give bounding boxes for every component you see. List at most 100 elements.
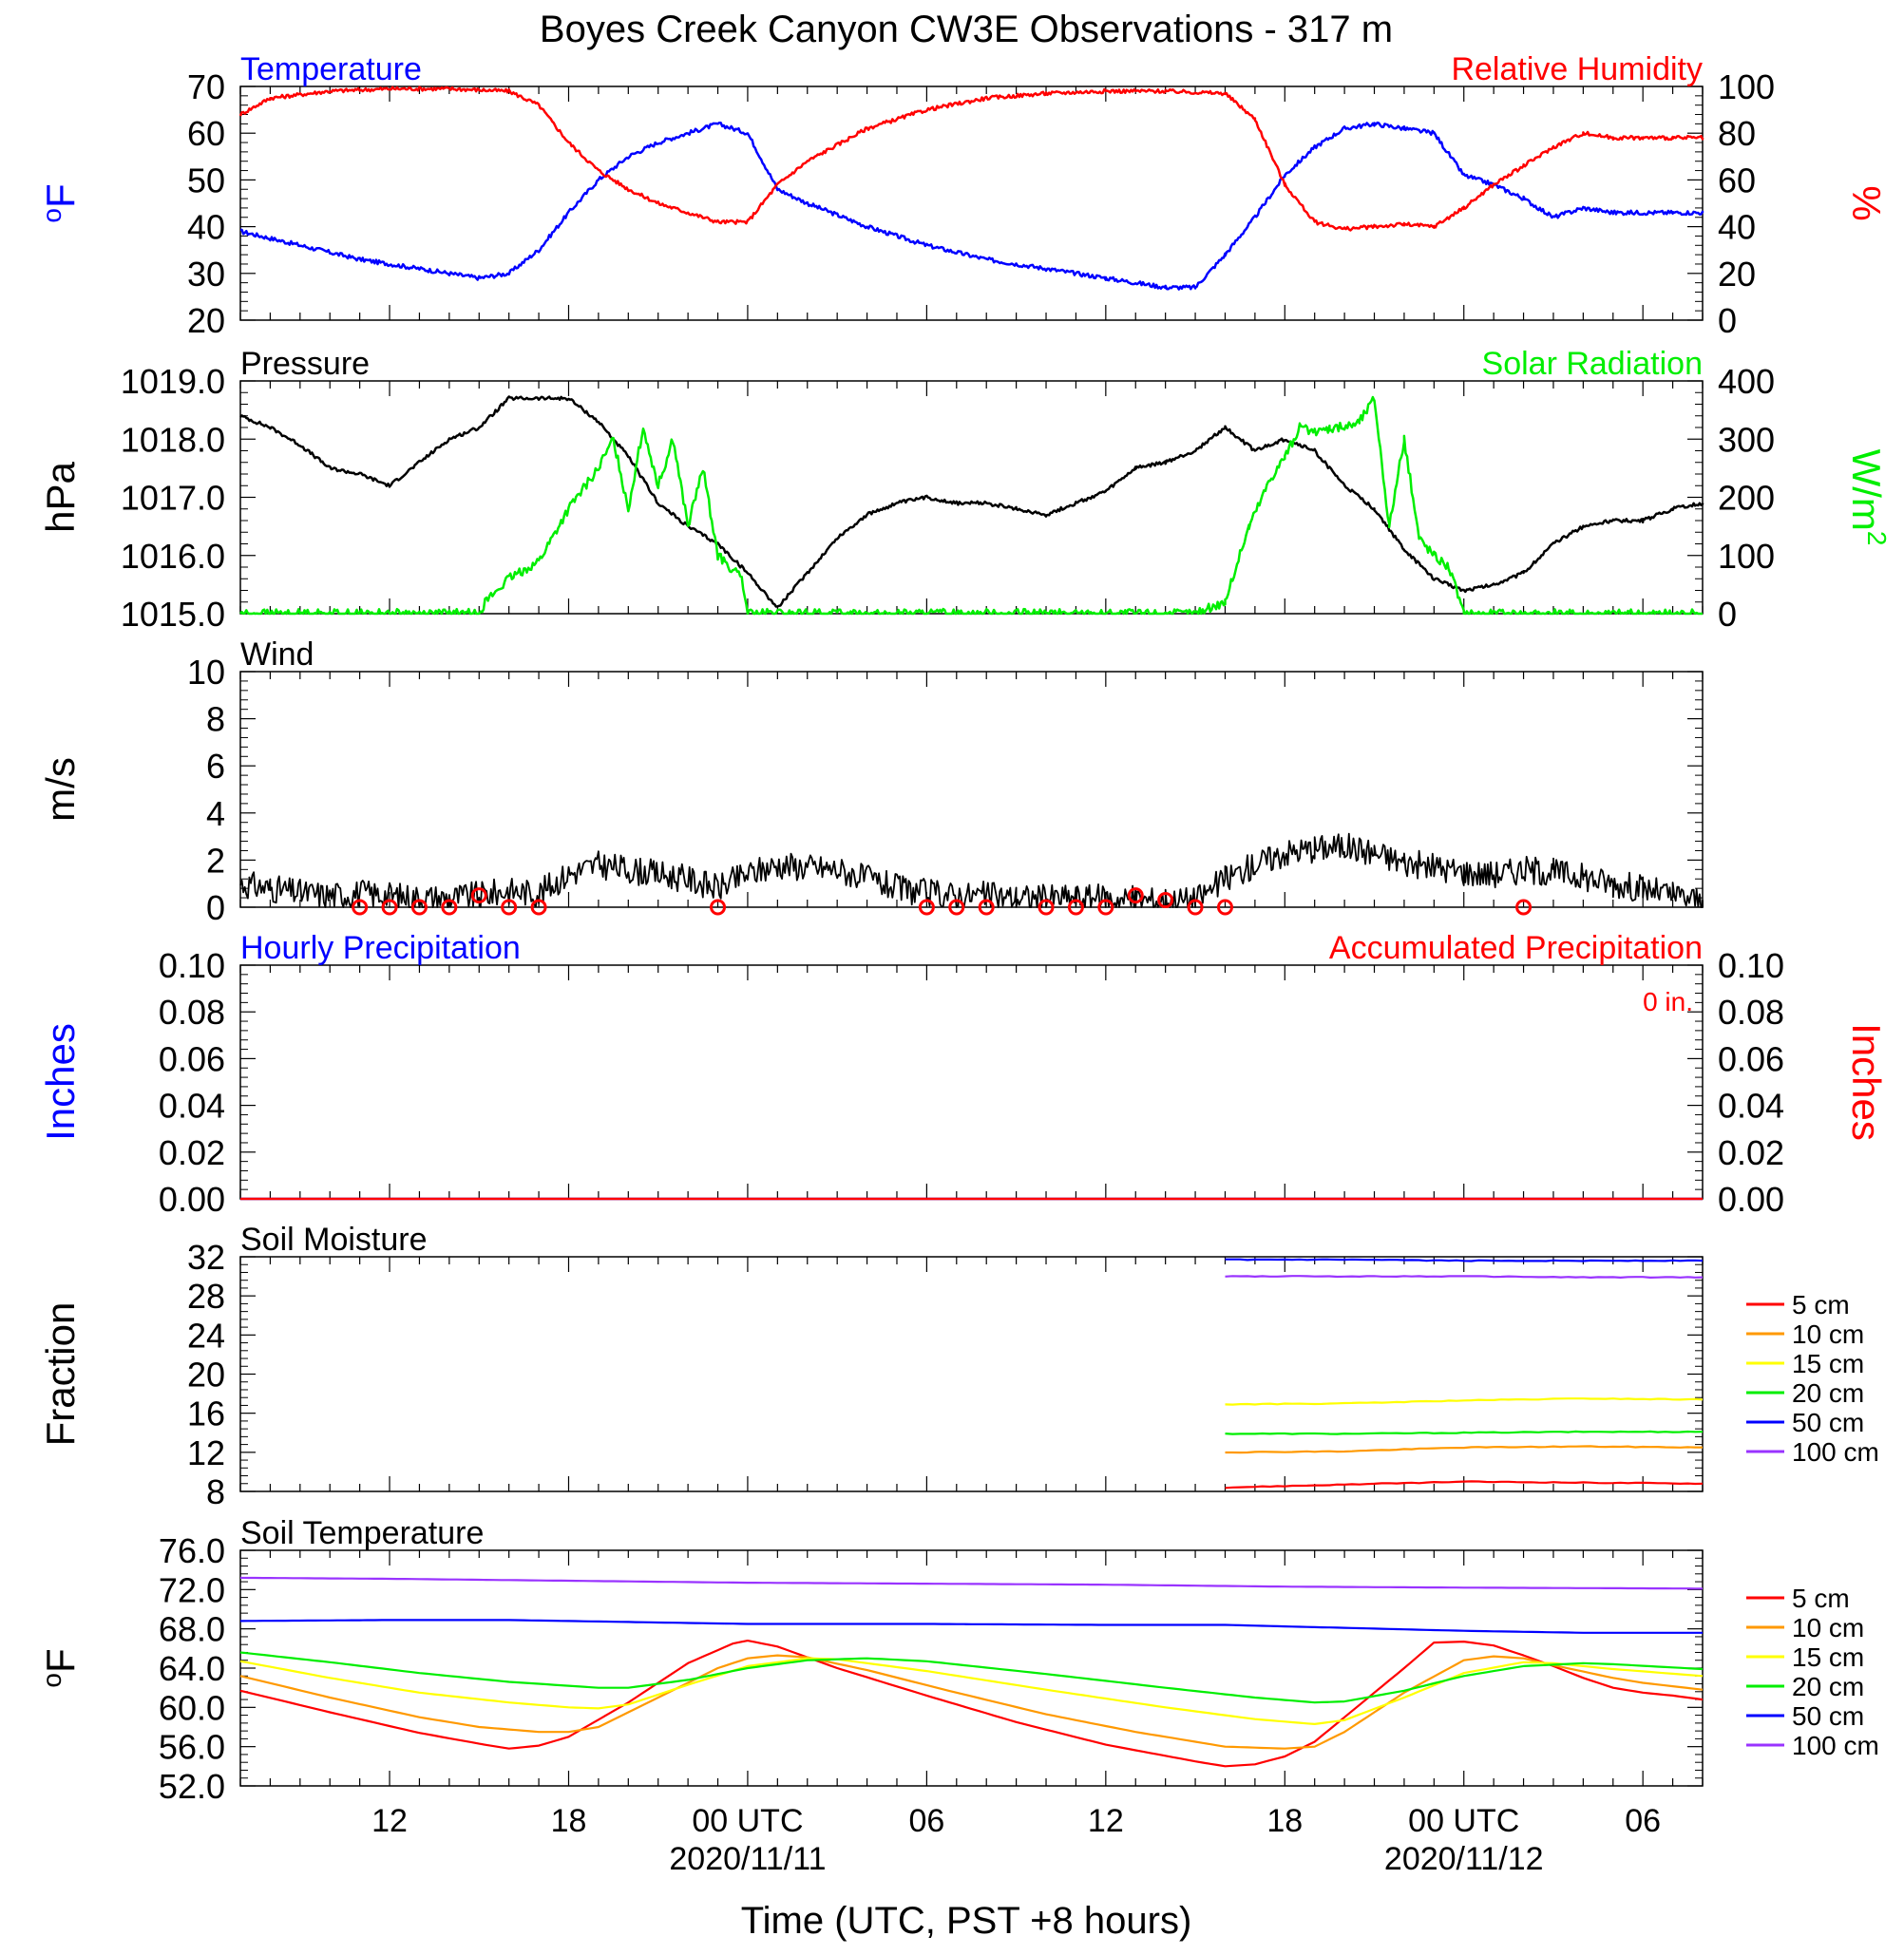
y-tick-label: 20	[187, 301, 225, 340]
y-axis-title-left: hPa	[38, 461, 83, 532]
y-tick-label: 10	[187, 653, 225, 692]
series-line-5-cm	[1225, 1480, 1704, 1490]
legend-label: 15 cm	[1792, 1349, 1864, 1378]
y-tick-label: 60	[187, 114, 225, 153]
y-right-tick-label: 0.04	[1718, 1087, 1784, 1126]
y-right-tick-label: 0.02	[1718, 1133, 1784, 1172]
calm-wind-marker	[441, 899, 458, 916]
y-axis-title-left: oF	[37, 1648, 83, 1687]
y-tick-label: 1017.0	[121, 479, 225, 518]
panel-title-left: Soil Moisture	[240, 1222, 428, 1258]
y-tick-label: 16	[187, 1395, 225, 1433]
y-tick-label: 70	[187, 67, 225, 106]
calm-wind-marker	[352, 899, 369, 916]
y-tick-label: 40	[187, 208, 225, 247]
x-tick-label: 18	[1266, 1803, 1303, 1839]
y-right-tick-label: 0	[1718, 301, 1737, 340]
y-tick-label: 1018.0	[121, 420, 225, 459]
panel-title-right: Relative Humidity	[1451, 51, 1703, 87]
x-tick-label: 18	[551, 1803, 587, 1839]
y-right-tick-label: 0	[1718, 595, 1737, 634]
y-tick-label: 20	[187, 1356, 225, 1395]
y-tick-label: 0.10	[159, 946, 225, 985]
series-line-5-cm	[239, 1640, 1704, 1768]
y-tick-label: 76.0	[159, 1531, 225, 1570]
series-line-15-cm	[239, 1657, 1704, 1725]
legend-label: 5 cm	[1792, 1584, 1850, 1613]
y-tick-label: 28	[187, 1277, 225, 1316]
y-right-tick-label: 0.10	[1718, 946, 1784, 985]
calm-wind-marker	[530, 899, 547, 916]
calm-wind-marker	[501, 899, 518, 916]
legend-label: 10 cm	[1792, 1613, 1864, 1642]
y-tick-label: 0	[206, 888, 225, 927]
legend-label: 10 cm	[1792, 1319, 1864, 1349]
y-axis-title-right: W/m2	[1844, 449, 1892, 546]
series-line-10-cm	[239, 1654, 1704, 1750]
plot-frame	[239, 380, 1704, 615]
calm-wind-marker	[1097, 899, 1114, 916]
calm-wind-marker	[1515, 899, 1533, 916]
calm-wind-marker	[1157, 892, 1174, 909]
legend-label: 100 cm	[1792, 1731, 1879, 1760]
legend-label: 100 cm	[1792, 1437, 1879, 1467]
series-line-20-cm	[1225, 1430, 1704, 1435]
y-tick-label: 0.00	[159, 1180, 225, 1219]
x-date-label: 2020/11/12	[1384, 1841, 1544, 1877]
legend-label: 5 cm	[1792, 1290, 1850, 1319]
y-right-tick-label: 300	[1718, 420, 1775, 459]
calm-wind-marker	[1067, 899, 1084, 916]
calm-wind-marker	[918, 899, 935, 916]
y-right-tick-label: 20	[1718, 255, 1756, 294]
chart-title: Boyes Creek Canyon CW3E Observations - 3…	[540, 9, 1393, 50]
y-tick-label: 8	[206, 700, 225, 739]
plot-frame	[239, 964, 1704, 1200]
temperature-humidity-panel: 20 30 40 50 60 70 0 20 40 60 80 100 Temperature Relat…	[37, 51, 1889, 340]
wind-panel: 0 2 4 6 8 10 Wind m/s	[38, 636, 1704, 927]
calm-wind-marker	[978, 899, 995, 916]
panel-title-left: Soil Temperature	[240, 1515, 484, 1551]
calm-wind-marker	[1127, 887, 1144, 904]
y-tick-label: 24	[187, 1316, 225, 1355]
series-line-50-cm	[239, 1619, 1703, 1634]
plot-frame	[239, 1549, 1704, 1787]
y-tick-label: 52.0	[159, 1767, 225, 1806]
y-tick-label: 68.0	[159, 1610, 225, 1649]
y-tick-label: 1016.0	[121, 537, 225, 576]
y-tick-label: 8	[206, 1472, 225, 1511]
legend-label: 50 cm	[1792, 1701, 1864, 1731]
pressure-solar-panel: 1015.0 1016.0 1017.0 1018.0 1019.0 0 100 200 300…	[38, 346, 1892, 634]
plot-frame	[239, 671, 1704, 908]
y-tick-label: 0.08	[159, 993, 225, 1032]
x-tick-label: 06	[908, 1803, 944, 1839]
y-right-tick-label: 100	[1718, 537, 1775, 576]
series-line-pressure	[239, 395, 1704, 608]
y-axis-title-right: Inches	[1844, 1023, 1889, 1141]
series-line-temperature	[239, 121, 1704, 291]
calm-wind-marker	[410, 899, 428, 916]
series-line-100-cm	[1225, 1275, 1704, 1279]
y-right-tick-label: 0.06	[1718, 1039, 1784, 1078]
y-tick-label: 60.0	[159, 1688, 225, 1727]
series-line-solar-radiation	[239, 395, 1703, 616]
y-tick-label: 56.0	[159, 1728, 225, 1767]
y-right-tick-label: 0.00	[1718, 1180, 1784, 1219]
y-tick-label: 0.02	[159, 1133, 225, 1172]
y-tick-label: 2	[206, 841, 225, 880]
y-tick-label: 4	[206, 794, 225, 833]
series-line-10-cm	[1225, 1445, 1704, 1454]
y-tick-label: 32	[187, 1238, 225, 1277]
panel-title-left: Wind	[240, 636, 314, 673]
y-axis-title-right: %	[1844, 185, 1889, 220]
y-tick-label: 12	[187, 1433, 225, 1472]
soil-temperature-panel: 52.056.060.064.068.072.076.0 Soil Tempera…	[37, 1515, 1879, 1806]
panel-title-left: Temperature	[240, 51, 422, 87]
legend-label: 20 cm	[1792, 1378, 1864, 1408]
x-tick-label: 00 UTC	[692, 1803, 803, 1839]
panel-title-left: Pressure	[240, 346, 370, 382]
plot-frame	[239, 85, 1704, 321]
x-tick-label: 06	[1625, 1803, 1661, 1839]
series-line-relative-humidity	[238, 85, 1704, 232]
